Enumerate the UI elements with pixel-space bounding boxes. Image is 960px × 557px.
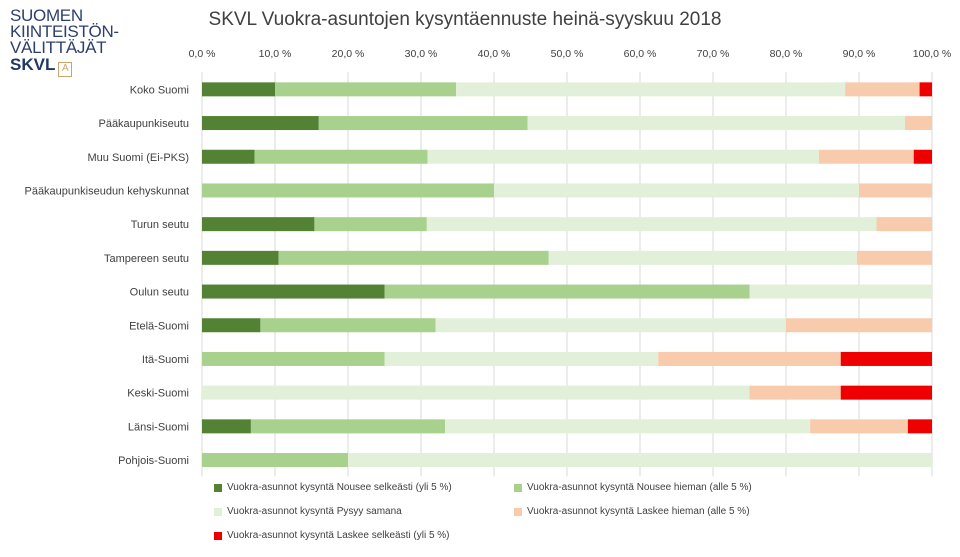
category-label: Tampereen seutu <box>104 253 189 265</box>
bar-segment <box>907 419 932 434</box>
bar-segment <box>856 250 932 265</box>
bar-segment <box>318 116 528 131</box>
bar-segment <box>202 419 251 434</box>
category-label: Pohjois-Suomi <box>118 455 189 467</box>
category-label: Muu Suomi (Ei-PKS) <box>88 152 189 164</box>
bar-segment <box>913 149 932 164</box>
legend-item: Vuokra-asunnot kysyntä Pysyy samana <box>214 506 402 517</box>
bar-segment <box>840 351 932 366</box>
legend-label: Vuokra-asunnot kysyntä Pysyy samana <box>227 506 402 517</box>
logo-line-3: VÄLITTÄJÄT <box>10 38 107 57</box>
x-tick-label: 100,0 % <box>913 48 952 60</box>
bar-segment <box>202 116 319 131</box>
bar-segment <box>658 351 841 366</box>
logo-house-icon: A <box>58 62 73 77</box>
category-label: Pääkaupunkiseutu <box>98 118 189 130</box>
category-label: Länsi-Suomi <box>128 421 189 433</box>
bar-segment <box>494 183 859 198</box>
x-tick-label: 0,0 % <box>189 48 216 60</box>
legend-swatch <box>214 507 222 516</box>
bar-segment <box>202 284 385 299</box>
bar-segment <box>202 453 348 468</box>
skvl-logo: SUOMEN KIINTEISTÖN- VÄLITTÄJÄT SKVL A <box>10 6 130 77</box>
bar-segment <box>548 250 857 265</box>
legend-swatch <box>214 531 222 540</box>
x-tick-label: 20,0 % <box>332 48 365 60</box>
logo-line-2: KIINTEISTÖN- <box>10 22 119 41</box>
x-tick-label: 40,0 % <box>478 48 511 60</box>
bar-segment <box>810 419 908 434</box>
legend-item: Vuokra-asunnot kysyntä Nousee hieman (al… <box>514 482 752 493</box>
bar-segment <box>845 82 920 97</box>
legend-swatch <box>514 483 522 492</box>
chart-title: SKVL Vuokra-asuntojen kysyntäennuste hei… <box>208 9 722 30</box>
bar-segment <box>202 149 255 164</box>
bar-segment <box>202 217 315 232</box>
bar-segment <box>384 351 659 366</box>
category-label: Itä-Suomi <box>142 354 189 366</box>
x-tick-label: 70,0 % <box>697 48 730 60</box>
category-label: Oulun seutu <box>130 287 189 299</box>
legend-item: Vuokra-asunnot kysyntä Nousee selkeästi … <box>214 482 452 493</box>
bar-segment <box>859 183 932 198</box>
x-tick-label: 10,0 % <box>259 48 292 60</box>
bar-segment <box>876 217 932 232</box>
bar-segment <box>202 82 275 97</box>
legend-swatch <box>214 483 222 492</box>
legend-label: Vuokra-asunnot kysyntä Nousee hieman (al… <box>527 482 752 493</box>
x-tick-label: 50,0 % <box>551 48 584 60</box>
bar-segment <box>202 318 261 333</box>
logo-brand: SKVL A <box>10 55 130 77</box>
logo-line-1: SUOMEN <box>10 6 83 25</box>
bar-segment <box>786 318 932 333</box>
bar-segment <box>275 82 457 97</box>
legend-item: Vuokra-asunnot kysyntä Laskee selkeästi … <box>214 530 450 541</box>
bar-segment <box>749 385 841 400</box>
bar-segment <box>445 419 811 434</box>
bar-segment <box>254 149 428 164</box>
bar-segment <box>202 385 750 400</box>
stacked-bar-chart: 0,0 % 10,0 % 20,0 % 30,0 % 40,0 % 50,0 % 60,0 … <box>24 48 952 477</box>
bar-segment <box>527 116 905 131</box>
bar-segment <box>426 217 877 232</box>
bar-segment <box>435 318 786 333</box>
bar-segment <box>456 82 846 97</box>
legend-label: Vuokra-asunnot kysyntä Laskee selkeästi … <box>227 530 450 541</box>
legend-label: Vuokra-asunnot kysyntä Laskee hieman (al… <box>527 506 750 517</box>
category-label: Etelä-Suomi <box>129 320 189 332</box>
logo-brand-text: SKVL <box>10 55 56 74</box>
bar-segment <box>202 250 279 265</box>
x-tick-label: 60,0 % <box>624 48 657 60</box>
category-label: Koko Suomi <box>130 84 189 96</box>
bar-segment <box>314 217 427 232</box>
bar-segment <box>749 284 932 299</box>
bar-segment <box>260 318 436 333</box>
bar-segment <box>840 385 932 400</box>
legend-label: Vuokra-asunnot kysyntä Nousee selkeästi … <box>227 482 452 493</box>
bar-segment <box>427 149 819 164</box>
legend-swatch <box>514 507 522 516</box>
category-label: Keski-Suomi <box>127 388 189 400</box>
bar-segment <box>278 250 549 265</box>
bar-segment <box>202 183 494 198</box>
x-tick-label: 80,0 % <box>770 48 803 60</box>
bar-segment <box>904 116 932 131</box>
category-label: Turun seutu <box>131 219 189 231</box>
bar-segment <box>919 82 932 97</box>
legend-item: Vuokra-asunnot kysyntä Laskee hieman (al… <box>514 506 750 517</box>
bar-segment <box>348 453 932 468</box>
bar-segment <box>250 419 446 434</box>
x-tick-label: 30,0 % <box>405 48 438 60</box>
category-label: Pääkaupunkiseudun kehyskunnat <box>24 185 189 197</box>
bar-segment <box>384 284 750 299</box>
bar-segment <box>818 149 914 164</box>
bar-segment <box>202 351 385 366</box>
x-tick-label: 90,0 % <box>843 48 876 60</box>
